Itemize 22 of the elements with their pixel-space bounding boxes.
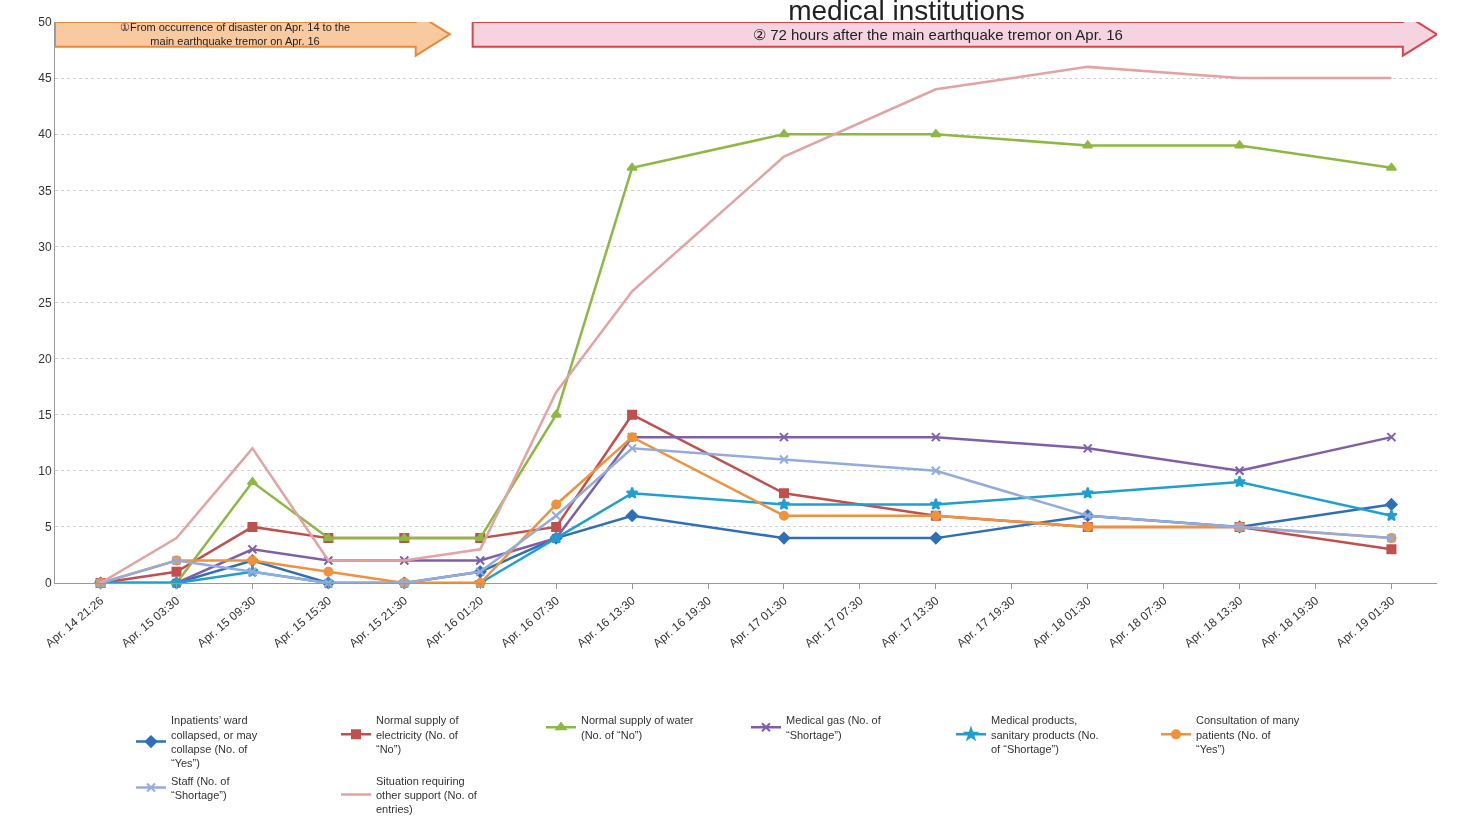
y-tick-label: 45 xyxy=(38,71,52,86)
y-tick-label: 50 xyxy=(38,15,52,30)
legend-label: Inpatients’ ward collapsed, or may collapse (No. of “Yes”) xyxy=(171,714,258,770)
legend-label: Situation requiring other support (No. of entries) xyxy=(376,774,478,816)
y-tick-label: 40 xyxy=(38,127,52,142)
chart-title: medical institutions xyxy=(788,0,1025,27)
y-tick-label: 5 xyxy=(44,520,52,535)
y-tick-label: 15 xyxy=(38,407,52,422)
y-tick-label: 35 xyxy=(38,183,52,198)
annotation: ② 72 hours after the main earthquake tremor on Apr. 16 xyxy=(753,26,1123,43)
y-tick-label: 10 xyxy=(38,464,52,478)
legend-label: Normal supply of water (No. of “No”) xyxy=(581,714,694,741)
annotation: ①From occurrence of disaster on Apr. 14 to the main earthquake tremor on Apr. 16 xyxy=(120,21,351,48)
y-tick-label: 25 xyxy=(38,295,52,310)
legend-label: Normal supply of electricity (No. of “No”) xyxy=(376,714,460,755)
y-tick-label: 0 xyxy=(44,576,52,591)
legend-label: Medical gas (No. of “Shortage”) xyxy=(786,714,882,741)
legend-label: Consultation of many patients (No. of “Yes”) xyxy=(1196,714,1300,755)
legend-label: Medical products, sanitary products (No. of “Shortage”) xyxy=(991,714,1099,755)
y-tick-label: 30 xyxy=(38,239,52,254)
legend-label: Staff (No. of “Shortage”) xyxy=(171,774,231,801)
y-tick-label: 20 xyxy=(38,351,52,366)
